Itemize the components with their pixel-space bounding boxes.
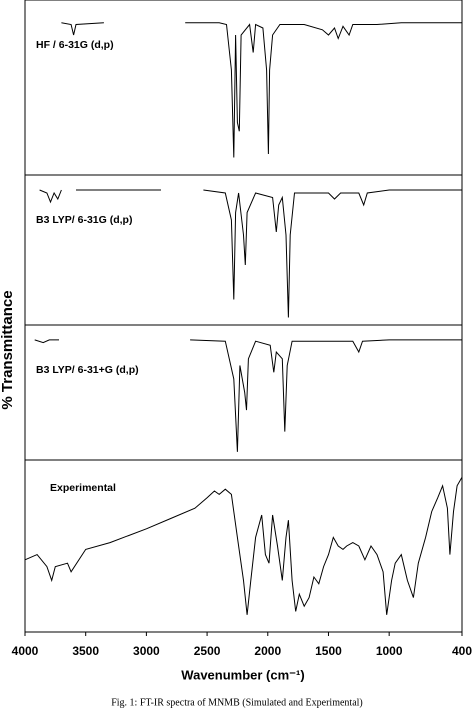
panel-label: B3 LYP/ 6-31+G (d,p) [36,364,139,376]
panel-label: Experimental [50,482,116,494]
x-tick-label: 400 [452,644,472,658]
x-tick-label: 4000 [12,644,39,658]
x-tick-label: 2500 [194,644,221,658]
x-tick-label: 3000 [133,644,160,658]
x-tick-label: 1500 [315,644,342,658]
spectrum-line [39,189,462,318]
plot-frame [24,0,463,633]
y-axis-label: % Transmittance [0,290,16,409]
x-tick-label: 3500 [72,644,99,658]
x-axis-label: Wavenumber (cm⁻¹) [181,667,304,682]
panel-label: B3 LYP/ 6-31G (d,p) [36,214,132,226]
x-tick-label: 1000 [376,644,403,658]
spectrum-line [61,22,462,158]
spectrum-line [24,476,463,615]
spectrum-line [34,339,462,452]
panel-label: HF / 6-31G (d,p) [36,39,114,51]
x-tick-label: 2000 [254,644,281,658]
caption: Fig. 1: FT-IR spectra of MNMB (Simulated… [111,697,363,708]
